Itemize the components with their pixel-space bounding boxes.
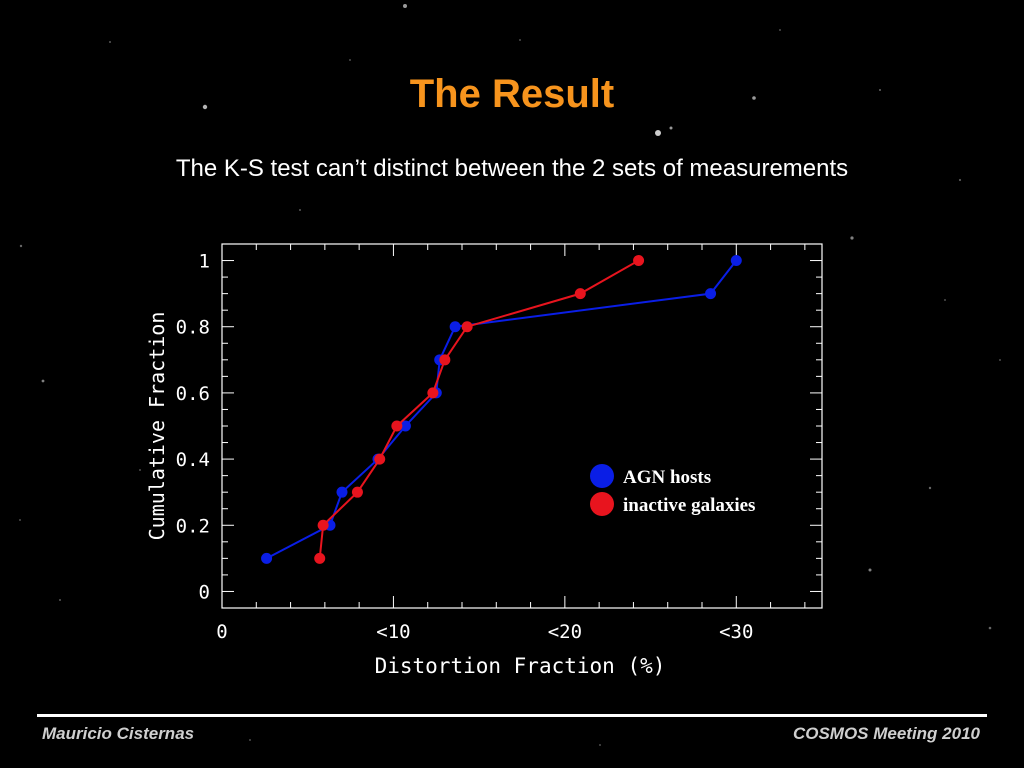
data-point-inactive-galaxies (633, 255, 645, 267)
y-tick-label: 1 (199, 251, 210, 273)
data-point-agn-hosts (449, 321, 461, 333)
x-tick-label: <30 (719, 621, 753, 643)
series-line-inactive-galaxies (318, 259, 640, 559)
x-axis-label: Distortion Fraction (%) (375, 654, 666, 678)
y-tick-label: 0 (199, 581, 210, 603)
data-point-inactive-galaxies (351, 486, 363, 498)
legend-label: AGN hosts (623, 467, 711, 488)
slide-subtitle: The K-S test can’t distinct between the … (175, 155, 849, 182)
data-point-inactive-galaxies (317, 519, 329, 531)
x-tick-label: 0 (216, 621, 227, 643)
data-point-agn-hosts (705, 288, 717, 300)
y-tick-label: 0.2 (176, 515, 210, 537)
chart-legend: AGN hosts inactive galaxies (590, 464, 755, 516)
footer-author: Mauricio Cisternas (42, 724, 195, 743)
data-point-inactive-galaxies (574, 288, 586, 300)
slide-title: The Result (409, 72, 615, 116)
y-tick-label: 0.6 (176, 383, 210, 405)
data-point-inactive-galaxies (391, 420, 403, 432)
y-axis-label: Cumulative Fraction (146, 312, 169, 541)
legend-marker (590, 492, 614, 516)
data-point-inactive-galaxies (314, 552, 326, 564)
cumulative-fraction-chart: 0 <10 <20 <30 0 0.2 0.4 0.6 0.8 1 AGN hosts inacti… (145, 238, 828, 686)
data-point-agn-hosts (261, 552, 273, 564)
data-point-agn-hosts (730, 255, 742, 267)
legend-label: inactive galaxies (623, 495, 755, 516)
y-tick-label: 0.4 (176, 449, 210, 471)
data-point-agn-hosts (336, 486, 348, 498)
y-tick-label: 0.8 (176, 317, 210, 339)
chart-background (146, 238, 828, 686)
footer-event: COSMOS Meeting 2010 (792, 724, 980, 743)
legend-marker (590, 464, 614, 488)
series-line-agn-hosts (266, 259, 738, 560)
data-point-inactive-galaxies (439, 354, 451, 366)
data-point-inactive-galaxies (374, 453, 386, 465)
chart-container: 0 <10 <20 <30 0 0.2 0.4 0.6 0.8 1 AGN hosts inacti… (145, 238, 828, 686)
x-tick-label: <20 (548, 621, 582, 643)
data-point-agn-hosts (399, 420, 411, 432)
x-tick-label: <10 (376, 621, 410, 643)
data-point-inactive-galaxies (461, 321, 473, 333)
footer-divider (37, 714, 987, 717)
data-point-inactive-galaxies (427, 387, 439, 399)
